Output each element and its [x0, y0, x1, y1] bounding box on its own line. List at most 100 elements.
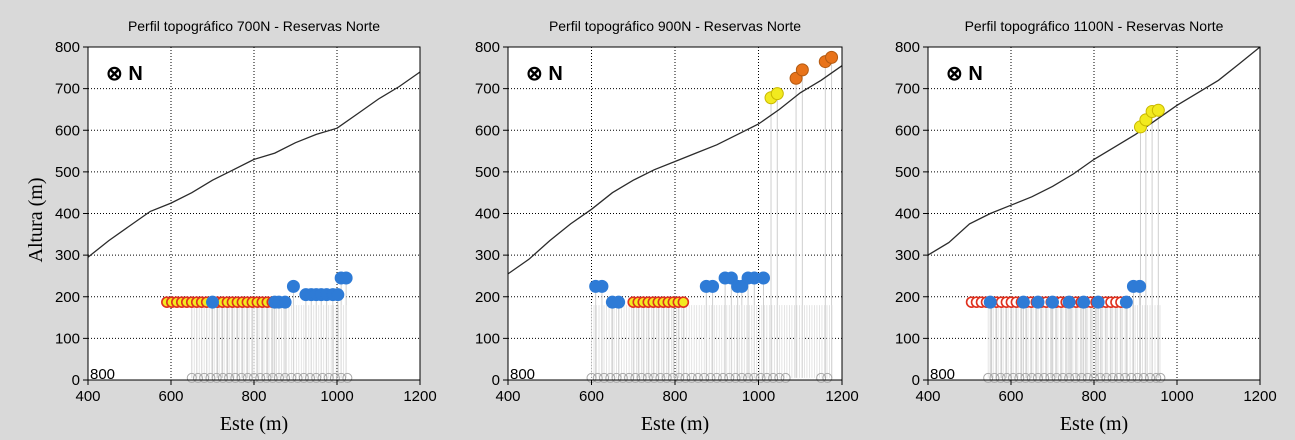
base-point — [199, 372, 210, 383]
x-tick-label: 400 — [915, 388, 940, 405]
base-point — [1126, 372, 1137, 383]
corner-label: 800 — [90, 366, 115, 383]
data-point — [706, 279, 720, 293]
north-arrow-label: ⊗ N — [946, 63, 983, 85]
base-point — [1064, 372, 1075, 383]
data-point — [1062, 295, 1076, 309]
base-point — [711, 372, 722, 383]
corner-label: 800 — [510, 366, 535, 383]
base-point — [680, 372, 691, 383]
chart-panel-1: Perfil topográfico 700N - Reservas Norte… — [55, 18, 437, 435]
x-tick-label: 1200 — [825, 388, 858, 405]
base-point — [611, 372, 622, 383]
x-tick-label: 1200 — [403, 388, 436, 405]
data-point — [795, 63, 809, 77]
base-point — [1155, 372, 1166, 383]
data-point — [983, 295, 997, 309]
y-tick-label: 300 — [475, 247, 500, 264]
terrain-profile-line — [87, 71, 421, 258]
y-tick-label: 800 — [475, 39, 500, 56]
x-tick-label: 1200 — [1243, 388, 1276, 405]
base-point — [1001, 372, 1012, 383]
y-tick-label: 200 — [55, 289, 80, 306]
x-axis-label: Este (m) — [220, 413, 288, 435]
chart-title: Perfil topográfico 1100N - Reservas Nort… — [965, 18, 1224, 34]
base-point — [1045, 372, 1056, 383]
chart-panel-3: Perfil topográfico 1100N - Reservas Nort… — [895, 18, 1277, 435]
y-tick-label: 100 — [475, 330, 500, 347]
y-tick-label: 100 — [55, 330, 80, 347]
y-tick-label: 600 — [895, 122, 920, 139]
base-point — [686, 372, 697, 383]
x-tick-label: 1000 — [742, 388, 775, 405]
y-tick-label: 600 — [55, 122, 80, 139]
y-tick-label: 400 — [895, 206, 920, 223]
base-point — [217, 372, 228, 383]
north-arrow-label: ⊗ N — [526, 63, 563, 85]
base-point — [236, 372, 247, 383]
chart-title: Perfil topográfico 900N - Reservas Norte — [549, 18, 801, 34]
data-point — [677, 296, 690, 308]
base-point — [273, 372, 284, 383]
base-point — [655, 372, 666, 383]
x-tick-label: 1000 — [320, 388, 353, 405]
base-point — [983, 372, 994, 383]
base-point — [1151, 372, 1162, 383]
base-point — [311, 372, 322, 383]
x-tick-label: 800 — [662, 388, 687, 405]
data-point — [1119, 295, 1133, 309]
base-point — [699, 372, 710, 383]
base-point — [323, 372, 334, 383]
y-tick-label: 300 — [895, 247, 920, 264]
base-point — [780, 372, 791, 383]
base-point — [192, 372, 203, 383]
y-tick-label: 300 — [55, 247, 80, 264]
base-point — [1120, 372, 1131, 383]
data-point — [1077, 295, 1091, 309]
base-point — [280, 372, 291, 383]
data-point — [278, 295, 292, 309]
base-point — [816, 372, 827, 383]
base-point — [242, 372, 253, 383]
base-point — [617, 372, 628, 383]
base-point — [1032, 372, 1043, 383]
y-tick-label: 500 — [895, 164, 920, 181]
base-point — [305, 372, 316, 383]
base-point — [768, 372, 779, 383]
base-point — [1076, 372, 1087, 383]
y-tick-label: 0 — [492, 372, 500, 389]
data-point — [757, 271, 771, 285]
base-point — [292, 372, 303, 383]
x-tick-label: 800 — [241, 388, 266, 405]
base-point — [1039, 372, 1050, 383]
base-point — [336, 372, 347, 383]
chart-panels: Perfil topográfico 700N - Reservas Norte… — [55, 18, 1277, 435]
base-point — [255, 372, 266, 383]
x-tick-label: 600 — [998, 388, 1023, 405]
base-point — [186, 372, 197, 383]
base-point — [1051, 372, 1062, 383]
base-point — [267, 372, 278, 383]
base-point — [1070, 372, 1081, 383]
terrain-profile-line — [507, 65, 843, 275]
data-point — [612, 295, 626, 309]
base-point — [755, 372, 766, 383]
base-point — [599, 372, 610, 383]
y-tick-label: 800 — [55, 39, 80, 56]
base-point — [211, 372, 222, 383]
base-point — [1082, 372, 1093, 383]
base-point — [1020, 372, 1031, 383]
base-point — [286, 372, 297, 383]
data-point — [1046, 295, 1059, 309]
x-tick-label: 600 — [579, 388, 604, 405]
base-point — [989, 372, 1000, 383]
y-tick-label: 200 — [895, 289, 920, 306]
data-point — [206, 295, 219, 309]
data-point — [1016, 295, 1030, 309]
base-point — [605, 372, 616, 383]
data-point — [825, 50, 839, 64]
base-point — [329, 372, 340, 383]
x-axis-label: Este (m) — [641, 413, 709, 435]
base-point — [674, 372, 685, 383]
